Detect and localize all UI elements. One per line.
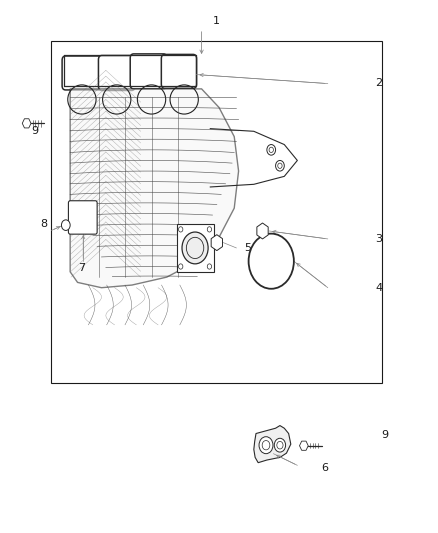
Text: 4: 4 [376, 282, 383, 293]
FancyBboxPatch shape [130, 54, 167, 89]
Circle shape [259, 437, 273, 454]
Text: 1: 1 [213, 16, 220, 26]
Bar [51, 41, 382, 383]
Text: 8: 8 [40, 219, 48, 229]
Text: 6: 6 [321, 463, 328, 473]
Circle shape [207, 264, 212, 269]
Circle shape [61, 220, 70, 230]
FancyBboxPatch shape [68, 201, 97, 234]
Polygon shape [254, 425, 291, 463]
Text: 5: 5 [244, 243, 251, 253]
Circle shape [179, 264, 183, 269]
Circle shape [276, 160, 284, 171]
FancyBboxPatch shape [161, 54, 197, 88]
Circle shape [267, 144, 276, 155]
Bar [177, 224, 214, 272]
Circle shape [179, 227, 183, 232]
Circle shape [207, 227, 212, 232]
Circle shape [182, 232, 208, 264]
Text: 2: 2 [376, 77, 383, 87]
Text: 7: 7 [78, 263, 85, 272]
FancyBboxPatch shape [62, 56, 102, 90]
FancyBboxPatch shape [99, 55, 135, 91]
Circle shape [274, 438, 286, 452]
Text: 9: 9 [381, 430, 388, 440]
Polygon shape [70, 89, 239, 288]
Text: 3: 3 [376, 234, 383, 244]
Text: 9: 9 [31, 126, 38, 136]
